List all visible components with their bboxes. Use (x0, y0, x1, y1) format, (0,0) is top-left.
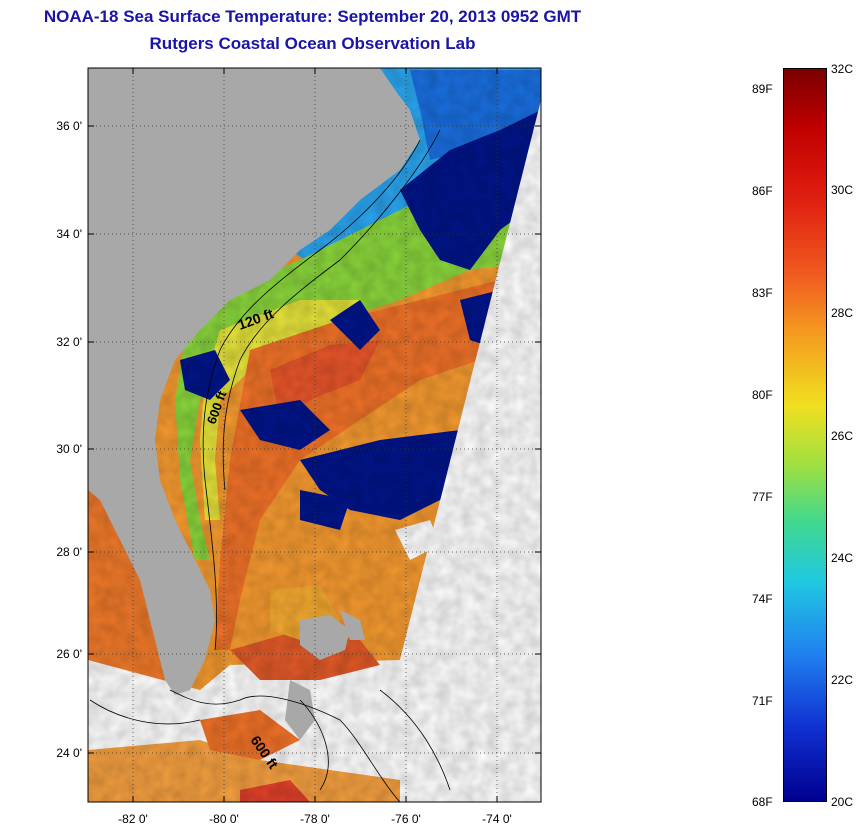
celsius-label: 20C (831, 795, 854, 809)
lat-label: 26 0' (56, 647, 82, 661)
fahrenheit-label: 80F (752, 388, 773, 402)
fahrenheit-label: 77F (752, 490, 773, 504)
fahrenheit-label: 71F (752, 694, 773, 708)
lat-label: 34 0' (56, 227, 82, 241)
lon-label: -80 0' (209, 812, 239, 826)
celsius-label: 32C (831, 62, 854, 76)
fahrenheit-label: 83F (752, 286, 773, 300)
lon-label: -74 0' (482, 812, 512, 826)
land-mass (88, 68, 420, 740)
celsius-label: 26C (831, 429, 854, 443)
lat-label: 36 0' (56, 119, 82, 133)
celsius-label: 22C (831, 673, 854, 687)
lat-label: 28 0' (56, 545, 82, 559)
temperature-colorbar (783, 68, 827, 802)
lat-label: 30 0' (56, 442, 82, 456)
lon-label: -78 0' (300, 812, 330, 826)
celsius-label: 30C (831, 183, 854, 197)
latitude-labels: 36 0' 34 0' 32 0' 30 0' 28 0' 26 0' 24 0… (56, 119, 82, 760)
fahrenheit-label: 86F (752, 184, 773, 198)
celsius-label: 28C (831, 306, 854, 320)
longitude-labels: -82 0' -80 0' -78 0' -76 0' -74 0' (118, 812, 512, 826)
lon-label: -82 0' (118, 812, 148, 826)
celsius-label: 24C (831, 551, 854, 565)
fahrenheit-label: 68F (752, 795, 773, 809)
lon-label: -76 0' (391, 812, 421, 826)
fahrenheit-label: 89F (752, 82, 773, 96)
map-title: NOAA-18 Sea Surface Temperature: Septemb… (43, 7, 582, 26)
fahrenheit-label: 74F (752, 592, 773, 606)
lat-label: 32 0' (56, 335, 82, 349)
bathymetry-contours (89, 129, 451, 802)
axis-ticks (88, 68, 541, 802)
lat-label: 24 0' (56, 746, 82, 760)
map-subtitle: Rutgers Coastal Ocean Observation Lab (149, 34, 476, 53)
